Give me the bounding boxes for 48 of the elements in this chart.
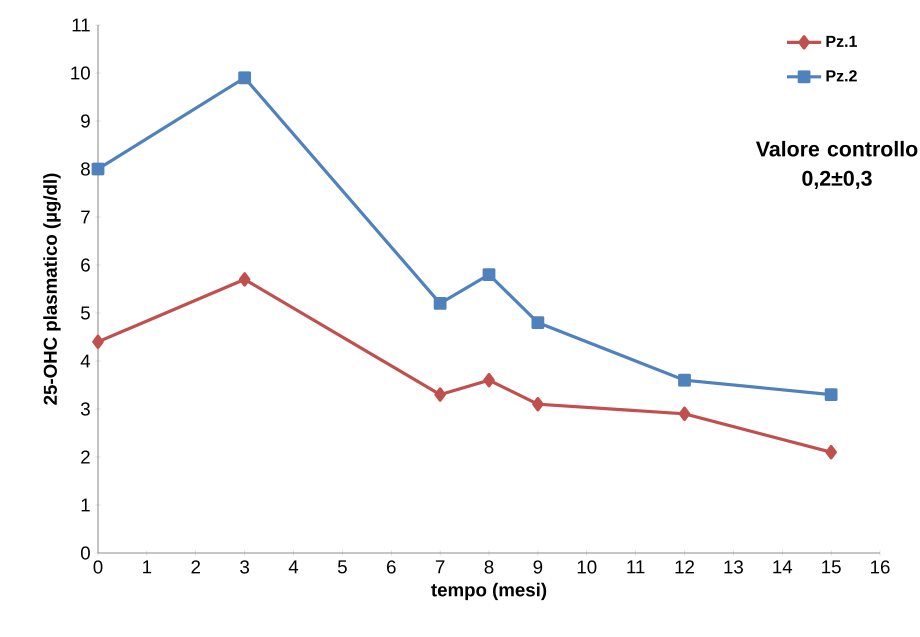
y-tick-label: 5	[81, 306, 90, 320]
x-tick-label: 11	[627, 560, 644, 574]
x-tick-label: 14	[773, 560, 792, 574]
point	[483, 373, 495, 388]
x-tick-label: 10	[578, 560, 596, 574]
point	[678, 374, 691, 387]
y-tick-label: 10	[71, 66, 90, 80]
point	[92, 334, 104, 349]
point	[92, 162, 104, 176]
x-tick-label: 5	[338, 560, 347, 574]
x-tick-label: 7	[436, 560, 444, 574]
x-tick-label: 1	[143, 560, 152, 574]
x-tick-label: 6	[387, 560, 396, 574]
y-tick-label: 4	[80, 354, 90, 368]
x-tick-label: 2	[192, 560, 200, 574]
y-tick-label: 8	[81, 162, 90, 176]
legend-label: Pz.1	[826, 36, 857, 47]
point	[238, 272, 250, 287]
x-tick-label: 15	[822, 560, 841, 574]
y-tick-label: 6	[81, 258, 90, 272]
annotation: Valore controllo 0,2±0,3	[756, 140, 918, 189]
y-tick-label: 11	[72, 18, 90, 32]
point	[824, 388, 838, 401]
y-tick-label: 2	[81, 450, 90, 464]
x-tick-label: 12	[676, 560, 694, 574]
x-tick-label: 9	[534, 560, 542, 574]
x-tick-label: 13	[724, 560, 743, 574]
y-tick-label: 1	[82, 498, 90, 512]
x-tick-label: 0	[94, 560, 102, 574]
point	[678, 406, 690, 421]
x-axis-title: tempo (mesi)	[431, 582, 546, 600]
x-tick-label: 3	[240, 560, 249, 574]
point	[531, 316, 544, 329]
point	[434, 297, 447, 310]
y-tick-label: 0	[80, 546, 90, 560]
y-tick-label: 3	[80, 402, 90, 416]
y-tick-label: 7	[81, 210, 90, 224]
point	[825, 445, 837, 460]
point	[238, 71, 252, 84]
x-tick-label: 8	[484, 560, 494, 574]
legend-label: Pz.2	[826, 70, 857, 82]
point	[532, 397, 544, 412]
y-axis-title: 25-OHC plasmatico (µg/dl)	[43, 174, 61, 405]
y-tick-label: 9	[81, 114, 90, 128]
point	[482, 268, 496, 281]
point	[434, 387, 446, 402]
x-tick-label: 4	[288, 560, 298, 574]
x-tick-label: 16	[871, 560, 890, 574]
